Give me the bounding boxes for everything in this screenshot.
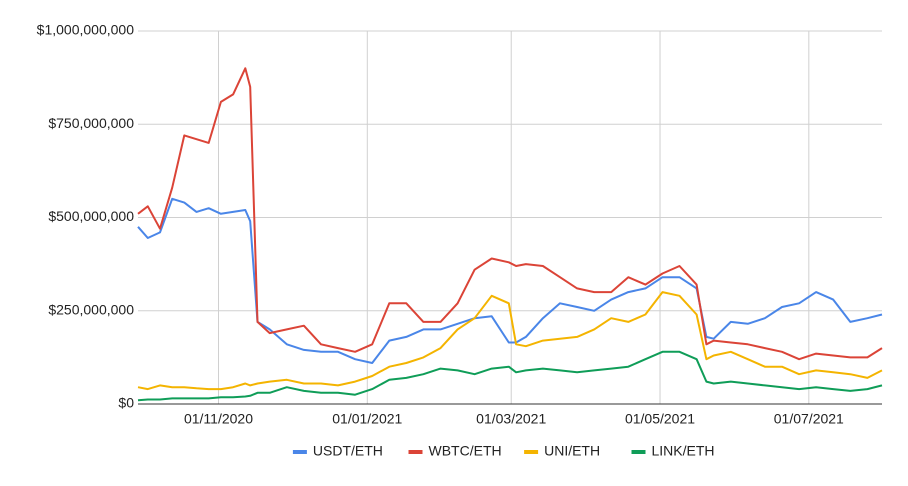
legend-label: UNI/ETH [544, 443, 600, 459]
x-tick-label: 01/07/2021 [774, 411, 844, 427]
series-line [137, 197, 883, 364]
series-line [137, 67, 883, 361]
x-tick-label: 01/05/2021 [625, 411, 695, 427]
legend-label: LINK/ETH [652, 443, 715, 459]
x-tick-label: 01/03/2021 [476, 411, 546, 427]
x-tick-label: 01/11/2020 [184, 411, 253, 427]
y-tick-label: $750,000,000 [48, 115, 134, 131]
series-line [137, 350, 883, 402]
y-tick-label: $0 [118, 395, 134, 411]
legend-label: USDT/ETH [313, 443, 383, 459]
y-tick-label: $500,000,000 [48, 208, 134, 224]
y-tick-label: $1,000,000,000 [37, 22, 135, 38]
series-line [137, 291, 883, 391]
y-tick-label: $250,000,000 [48, 301, 134, 317]
x-tick-label: 01/01/2021 [332, 411, 402, 427]
legend-label: WBTC/ETH [429, 443, 502, 459]
